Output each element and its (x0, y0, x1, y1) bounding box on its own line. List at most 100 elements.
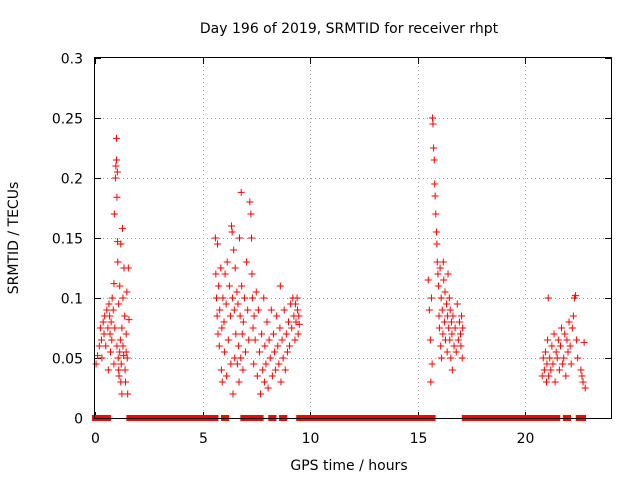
data-point (560, 354, 568, 362)
data-point (440, 276, 448, 284)
data-point (258, 330, 266, 338)
x-tick-label: 20 (517, 431, 535, 447)
data-point (295, 320, 303, 328)
data-point (276, 282, 284, 290)
data-point (223, 258, 231, 266)
y-axis-label: SRMTID / TECUs (6, 182, 22, 295)
data-point (260, 294, 268, 302)
y-tick-label: 0 (74, 412, 83, 428)
data-point (268, 372, 276, 380)
data-point (435, 312, 443, 320)
data-point (243, 258, 251, 266)
data-point (246, 198, 254, 206)
data-point (430, 156, 438, 164)
data-point (580, 338, 588, 346)
data-point (278, 336, 286, 344)
data-point (111, 324, 119, 332)
data-point (434, 270, 442, 278)
data-point (266, 354, 274, 362)
data-point (113, 168, 121, 176)
data-point (263, 318, 271, 326)
data-point (444, 270, 452, 278)
data-point (435, 324, 443, 332)
data-point (559, 360, 567, 368)
data-point (540, 366, 548, 374)
plot-frame (94, 57, 612, 419)
data-point (431, 180, 439, 188)
data-point (455, 318, 463, 326)
data-point (581, 384, 589, 392)
data-point (218, 378, 226, 386)
data-point (280, 306, 288, 314)
data-point (253, 372, 261, 380)
data-point (577, 366, 585, 374)
data-point (549, 360, 557, 368)
data-point (286, 342, 294, 350)
data-point (260, 378, 268, 386)
data-point (124, 390, 132, 398)
data-point (291, 300, 299, 308)
data-point (230, 306, 238, 314)
data-point (447, 318, 455, 326)
data-point (106, 348, 114, 356)
data-point (121, 366, 129, 374)
data-point (574, 354, 582, 362)
data-point (96, 324, 104, 332)
x-tick-label: 5 (199, 431, 208, 447)
data-point (439, 258, 447, 266)
data-point (250, 312, 258, 320)
data-point (429, 120, 437, 128)
data-point (445, 294, 453, 302)
data-point (239, 366, 247, 374)
data-point (111, 174, 119, 182)
grid-lines (95, 58, 611, 418)
data-point (277, 378, 285, 386)
data-point (295, 312, 303, 320)
data-point (279, 354, 287, 362)
data-point (226, 312, 234, 320)
data-point (563, 336, 571, 344)
data-point (231, 354, 239, 362)
data-point (427, 378, 435, 386)
data-point (99, 318, 107, 326)
data-point (433, 240, 441, 248)
data-point (110, 280, 118, 288)
data-point (248, 270, 256, 278)
data-point (212, 270, 220, 278)
data-point (228, 228, 236, 236)
data-point (432, 210, 440, 218)
data-point (117, 240, 125, 248)
data-point (276, 324, 284, 332)
data-point (457, 330, 464, 338)
data-point (261, 342, 269, 350)
data-point (118, 324, 126, 332)
data-point (262, 360, 270, 368)
data-point (121, 312, 129, 320)
data-point (259, 366, 267, 374)
data-point (240, 294, 248, 302)
data-point (217, 366, 225, 374)
y-tick-label: 0.2 (61, 172, 83, 188)
x-tick-label: 15 (410, 431, 428, 447)
data-point (237, 354, 245, 362)
data-point (110, 210, 118, 218)
data-point (272, 366, 280, 374)
data-point (562, 372, 570, 380)
data-point (561, 330, 569, 338)
data-point (566, 342, 574, 350)
data-point (95, 342, 103, 350)
data-point (438, 354, 446, 362)
data-point (550, 330, 558, 338)
data-point (439, 330, 447, 338)
data-point (452, 348, 460, 356)
data-point (230, 246, 238, 254)
x-tick-label: 0 (91, 431, 100, 447)
data-point (294, 330, 302, 338)
data-point (235, 342, 243, 350)
data-point (123, 354, 131, 362)
data-point (117, 360, 125, 368)
data-point (250, 360, 258, 368)
data-point (235, 234, 243, 242)
data-point (248, 294, 256, 302)
data-point (233, 288, 241, 296)
